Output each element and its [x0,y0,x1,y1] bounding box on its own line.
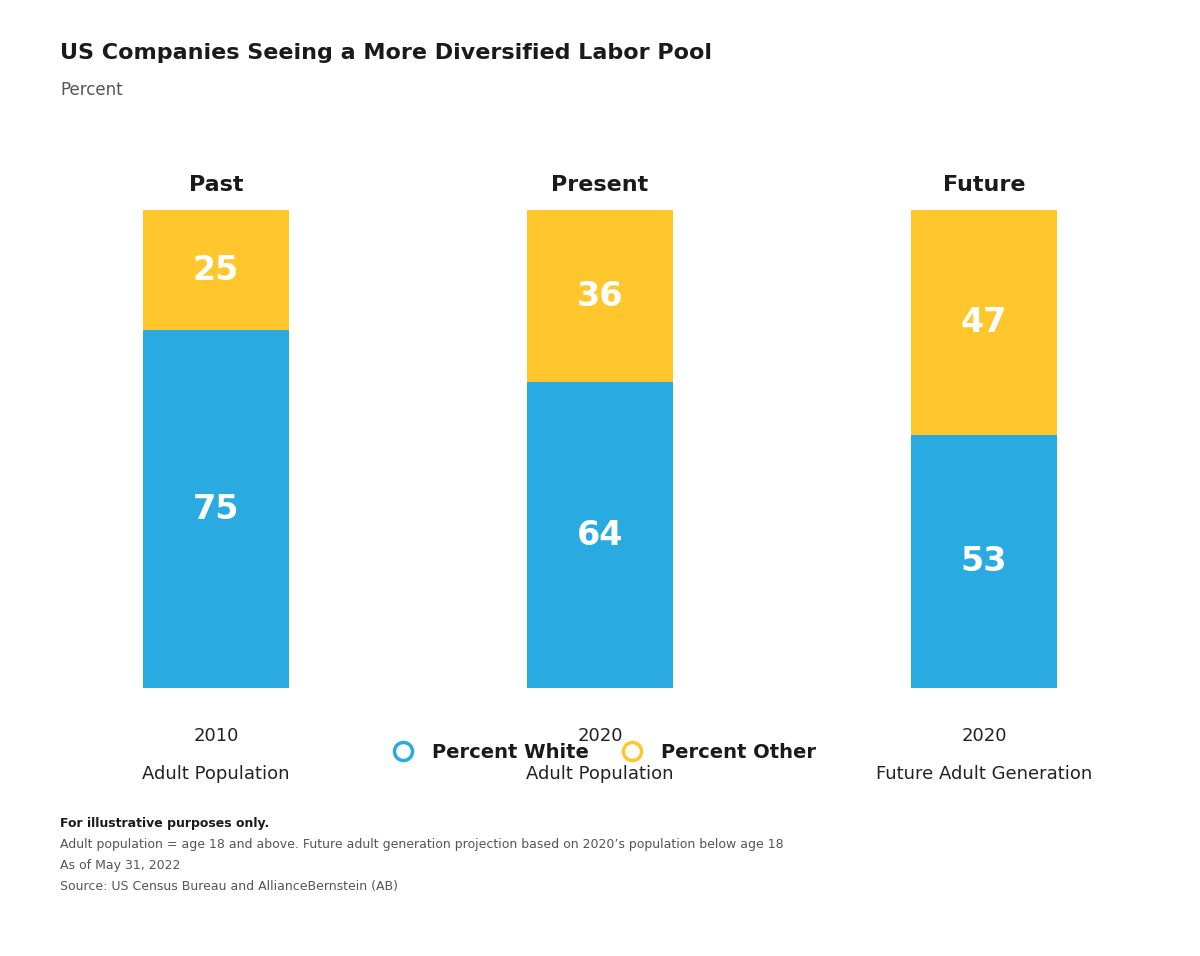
Bar [528,210,673,382]
Title: Present: Present [551,175,649,195]
Bar [144,330,289,688]
Text: Percent: Percent [60,81,122,99]
Bar [912,435,1056,688]
Legend: Percent White, Percent Other: Percent White, Percent Other [376,735,824,770]
Bar [528,382,673,688]
Title: Future: Future [943,175,1025,195]
Title: Past: Past [188,175,244,195]
Text: 64: 64 [577,519,623,552]
Text: For illustrative purposes only.: For illustrative purposes only. [60,817,269,831]
Text: Future Adult Generation: Future Adult Generation [876,765,1092,783]
Text: 75: 75 [193,492,239,526]
Text: 53: 53 [961,545,1007,578]
Text: Source: US Census Bureau and AllianceBernstein (AB): Source: US Census Bureau and AllianceBer… [60,880,398,894]
Text: 2020: 2020 [577,727,623,745]
Text: 47: 47 [961,306,1007,339]
Text: Adult Population: Adult Population [527,765,673,783]
Text: US Companies Seeing a More Diversified Labor Pool: US Companies Seeing a More Diversified L… [60,43,712,63]
Bar [144,210,289,330]
Text: 2010: 2010 [193,727,239,745]
Bar [912,210,1056,435]
Text: Adult population = age 18 and above. Future adult generation projection based on: Adult population = age 18 and above. Fut… [60,838,784,852]
Text: 25: 25 [193,253,239,287]
Text: As of May 31, 2022: As of May 31, 2022 [60,859,180,873]
Text: Adult Population: Adult Population [143,765,289,783]
Text: 2020: 2020 [961,727,1007,745]
Text: 36: 36 [577,280,623,313]
